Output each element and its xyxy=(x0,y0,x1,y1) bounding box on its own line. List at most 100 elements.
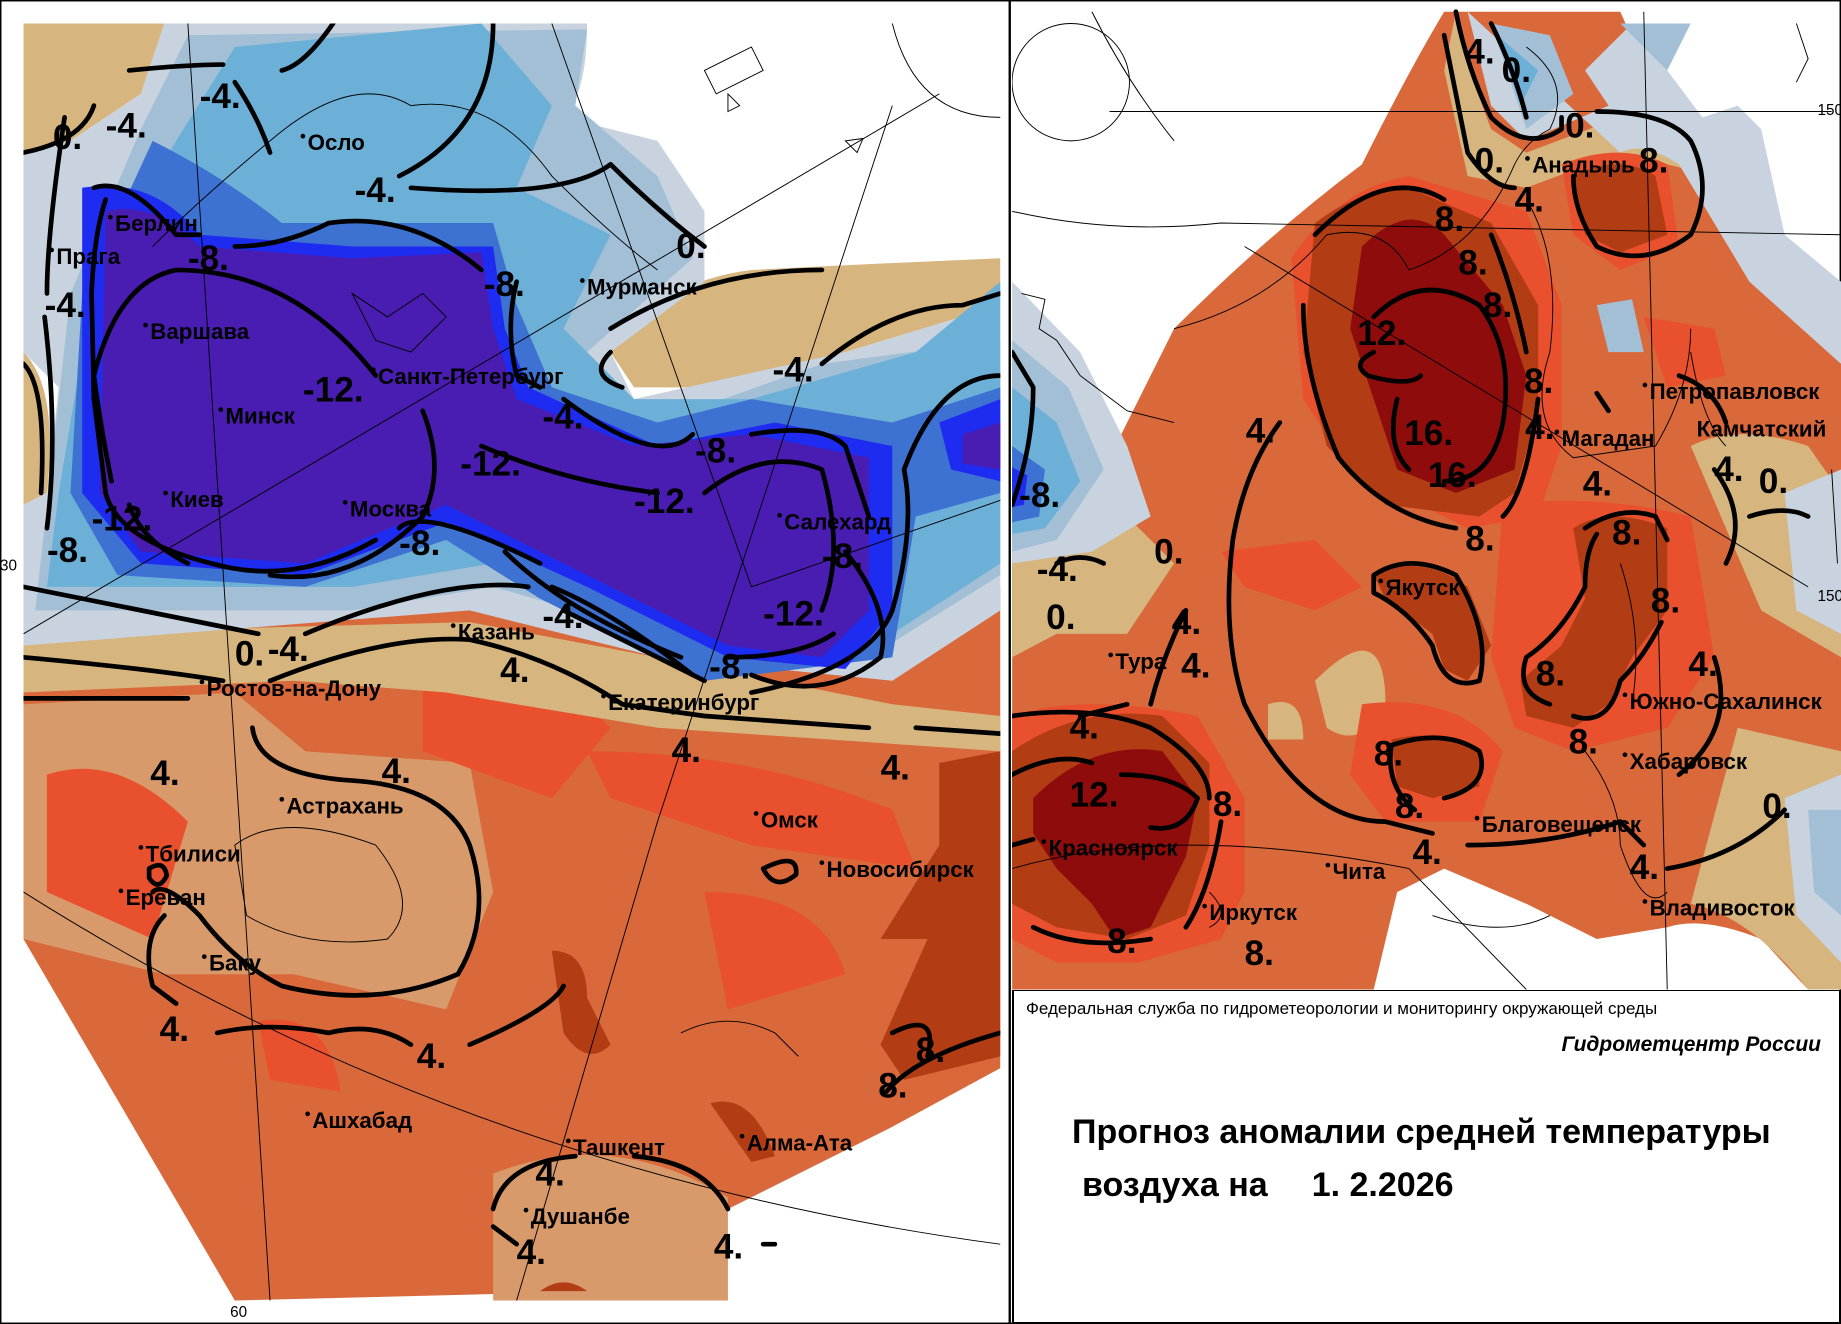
zone-anom-0 xyxy=(23,23,1001,752)
title-prefix: воздуха на xyxy=(1082,1166,1268,1204)
isoline-value-label: 8. xyxy=(1536,654,1565,693)
isoline-value-label: 8. xyxy=(1465,519,1494,558)
isoline-value-label: -4. xyxy=(1037,550,1078,589)
city-label: Салехард xyxy=(784,509,891,534)
isolines-right xyxy=(1012,9,1811,946)
city-marker-icon xyxy=(580,278,585,283)
city-label: Ашхабад xyxy=(312,1108,412,1133)
city-marker-icon xyxy=(371,367,376,373)
forecast-date: 1. 2.2026 xyxy=(1311,1166,1454,1204)
isoline-value-label: -12. xyxy=(763,595,824,634)
city-marker-icon xyxy=(342,500,348,505)
city-label: Красноярск xyxy=(1048,836,1178,861)
city-label: Омск xyxy=(761,808,819,833)
isoline-value-label: 4. xyxy=(150,754,179,793)
lon-tick-label-right-2: 150 xyxy=(1818,588,1841,605)
city-label: Минск xyxy=(225,404,295,429)
city-label: Москва xyxy=(350,496,432,521)
isoline-value-label: 4. xyxy=(1714,450,1743,489)
city-marker-icon xyxy=(1108,652,1114,658)
city-label: Екатеринбург xyxy=(608,690,759,715)
city-marker-icon xyxy=(163,490,168,496)
isoline-value-label: 0. xyxy=(235,635,264,674)
isoline-value-label: -8. xyxy=(399,524,440,563)
isoline-value-label: 16. xyxy=(1428,456,1477,495)
city-marker-icon xyxy=(777,512,782,518)
isoline-value-label: 8. xyxy=(1524,362,1553,401)
city-label: Алма-Ата xyxy=(747,1130,853,1155)
city-label: Тура xyxy=(1115,649,1167,674)
zone-anom-2 xyxy=(23,692,728,1301)
isoline-value-label: 8. xyxy=(878,1066,907,1105)
city-label: Петропавловск xyxy=(1650,379,1821,404)
city-marker-icon xyxy=(739,1133,745,1139)
isoline-value-label: 16. xyxy=(1404,414,1453,453)
isoline-value-label: 4. xyxy=(517,1233,546,1272)
graticule xyxy=(23,23,1001,1301)
city-marker-icon xyxy=(523,1207,529,1213)
isoline-value-label: 4. xyxy=(1181,646,1210,685)
city-marker-icon xyxy=(819,860,825,866)
isoline-value-label: 4. xyxy=(1172,603,1201,642)
right-contour-labels: 4. 0.0.0. 8.4.8.8.8.12.8.16. 4.16.4.4. 4. 0.-… xyxy=(1019,32,1792,972)
isoline-value-label: 8. xyxy=(1612,514,1641,553)
right-city-labels: Анадырь Петропавловск Камчатский Магадан Яку… xyxy=(1041,153,1827,925)
city-label: Мурманск xyxy=(587,275,697,300)
city-label: Чита xyxy=(1333,859,1386,884)
city-label: Берлин xyxy=(115,211,198,236)
isoline-value-label: 4. xyxy=(535,1155,564,1194)
isoline-value-label: 4. xyxy=(714,1227,743,1266)
isoline-value-label: 8. xyxy=(1107,922,1136,961)
lon-tick-label-right: 150 xyxy=(1818,102,1841,119)
isoline-value-label: 4. xyxy=(672,731,701,770)
city-label: Казань xyxy=(458,620,535,645)
isoline-value-label: 12. xyxy=(1070,775,1119,814)
coastlines xyxy=(152,46,864,1057)
isoline-value-label: 8. xyxy=(1569,723,1598,762)
city-label: Ереван xyxy=(126,885,206,910)
city-marker-icon xyxy=(143,322,148,328)
isoline-value-label: -8. xyxy=(1019,476,1060,515)
isoline-value-label: -12. xyxy=(92,500,153,539)
isoline-value-label: 0. xyxy=(53,118,82,157)
city-marker-icon xyxy=(1642,382,1648,388)
city-marker-icon xyxy=(1642,899,1648,904)
title-line-2: воздуха на 1. 2.2026 xyxy=(1082,1166,1454,1205)
isoline-value-label: 12. xyxy=(1357,314,1406,353)
isoline-value-label: 4. xyxy=(1525,408,1554,447)
isoline-value-label: -8. xyxy=(484,265,525,304)
agency-name: Федеральная служба по гидрометеорологии … xyxy=(1026,999,1658,1018)
isoline-value-label: -4. xyxy=(45,286,86,325)
graticule-tick-labels: 30 60 150 150 xyxy=(0,102,1841,1321)
isoline-value-label: 0. xyxy=(1565,106,1594,145)
isoline-value-label: 4. xyxy=(1412,833,1441,872)
city-marker-icon xyxy=(118,888,124,894)
city-label: Магадан xyxy=(1562,426,1655,451)
isoline-value-label: 0. xyxy=(1762,787,1791,826)
city-marker-icon xyxy=(199,679,205,685)
city-marker-icon xyxy=(1622,752,1628,758)
city-marker-icon xyxy=(1041,839,1047,844)
isoline-value-label: 0. xyxy=(1759,462,1788,501)
isoline-value-label: 8. xyxy=(1245,934,1274,973)
city-label: Владивосток xyxy=(1650,896,1796,921)
city-label: Иркутск xyxy=(1209,900,1298,925)
city-label: Новосибирск xyxy=(827,857,975,882)
isoline-value-label: 4. xyxy=(1070,707,1099,746)
city-label: Анадырь xyxy=(1532,153,1635,178)
city-label: Камчатский xyxy=(1697,417,1827,442)
isoline-value-label: -8. xyxy=(47,531,88,570)
isoline-value-label: 4. xyxy=(1630,848,1659,887)
zone-anom-6 xyxy=(46,674,916,1092)
city-label: Благовещенск xyxy=(1482,812,1642,837)
lon-tick-label: 60 xyxy=(230,1304,247,1321)
isoline-value-label: -4. xyxy=(106,106,147,145)
city-label: Ташкент xyxy=(573,1135,665,1160)
city-marker-icon xyxy=(49,247,55,253)
city-marker-icon xyxy=(201,954,207,959)
isoline-value-label: -8. xyxy=(709,647,750,686)
city-label: Варшава xyxy=(150,319,250,344)
city-marker-icon xyxy=(138,845,144,850)
